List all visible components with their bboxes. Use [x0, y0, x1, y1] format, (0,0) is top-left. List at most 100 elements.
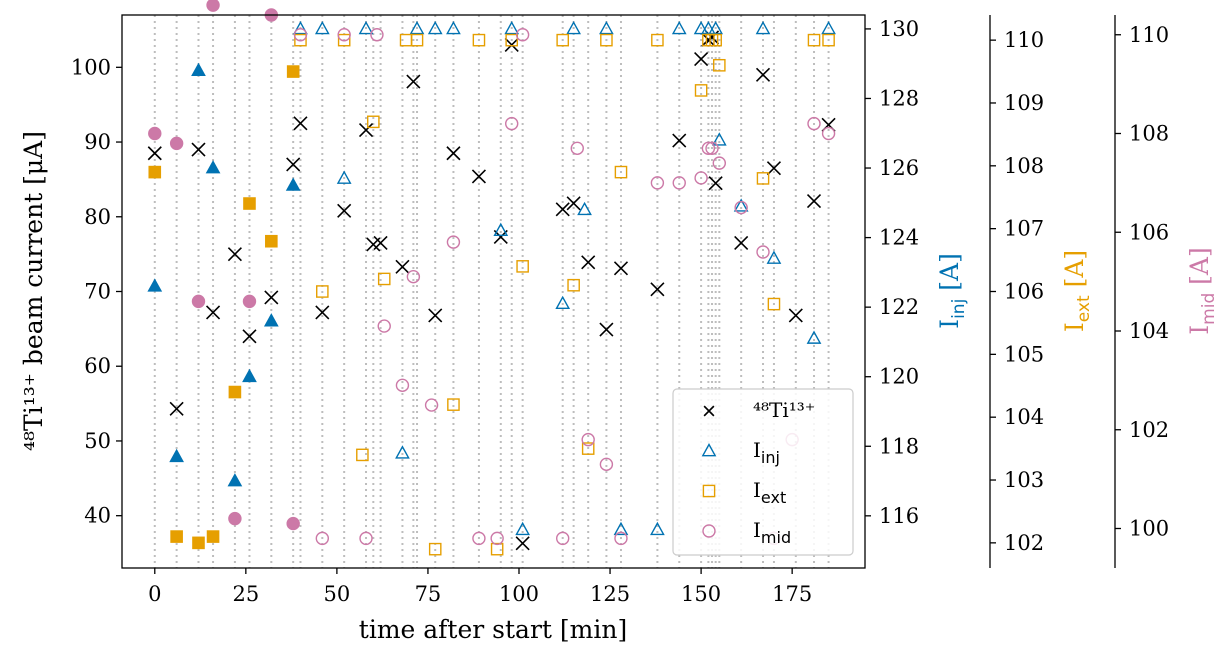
legend-inj-marker — [701, 443, 717, 457]
mid-data-point — [148, 126, 162, 141]
beam-data-point — [566, 196, 581, 211]
inj-data-point — [577, 201, 592, 216]
x-tick-label: 75 — [415, 582, 442, 606]
ext-data-point — [206, 530, 220, 543]
beam-data-point — [504, 37, 519, 52]
inj-data-point — [358, 20, 374, 35]
legend-box — [672, 388, 854, 556]
inj-data-point — [293, 20, 308, 35]
mid-data-point — [191, 294, 206, 309]
inj-data-point — [427, 20, 443, 35]
beam-data-point — [599, 322, 614, 337]
ext-data-point — [356, 448, 369, 462]
y-tick-label: 80 — [84, 205, 111, 229]
data-markers — [147, 0, 836, 556]
y-tick-label: 100 — [71, 55, 111, 79]
y-tick-label: 90 — [84, 130, 111, 154]
beam-data-point — [613, 261, 629, 276]
beam-data-point — [755, 67, 771, 82]
ext-data-point — [410, 33, 424, 47]
mid-tick-label: 110 — [1129, 23, 1169, 47]
ext-tick-label: 108 — [1004, 154, 1044, 178]
y-axis-label: ⁴⁸Ti¹³⁺ beam current [μA] — [19, 131, 48, 451]
legend-inj-label: Iinj — [753, 438, 780, 467]
inj-data-point — [693, 20, 709, 35]
beam-data-point — [358, 123, 374, 138]
ext-tick-label: 106 — [1004, 280, 1044, 304]
inj-data-point — [755, 20, 771, 35]
beam-data-point — [806, 194, 822, 209]
mid-data-point — [807, 116, 821, 131]
inj-data-point — [205, 160, 221, 174]
inj-data-point — [733, 198, 749, 212]
mid-data-point — [756, 245, 770, 259]
inj-tick-label: 118 — [879, 434, 919, 458]
x-tick-label: 150 — [681, 582, 721, 606]
inj-data-point — [650, 521, 665, 536]
ext-data-point — [756, 172, 770, 185]
ext-data-point — [192, 536, 205, 550]
ext-tick-label: 109 — [1004, 91, 1044, 115]
inj-data-point — [555, 295, 571, 310]
inj-data-point — [336, 170, 352, 184]
ext-data-point — [709, 33, 722, 47]
beam-data-point — [315, 305, 330, 320]
inj-data-point — [566, 20, 581, 35]
mid-data-point — [570, 141, 584, 156]
mid-data-point — [701, 141, 716, 156]
ext-data-point — [286, 65, 300, 78]
mid-tick-label: 102 — [1129, 418, 1169, 442]
beam-data-point — [293, 116, 308, 131]
ext-data-point — [556, 33, 570, 47]
mid-data-point — [650, 176, 665, 190]
inj-data-point — [242, 368, 257, 383]
beam-data-point — [264, 290, 279, 305]
x-axis-label: time after start [min] — [359, 615, 627, 644]
beam-data-point — [708, 176, 723, 191]
mid-data-point — [581, 432, 595, 447]
legend-mid-label: Imid — [753, 518, 791, 547]
ext-tick-label: 104 — [1004, 405, 1044, 429]
mid-data-point — [206, 0, 220, 12]
ext-tick-label: 105 — [1004, 342, 1044, 366]
mid-data-point — [377, 319, 391, 333]
ext-data-point — [472, 33, 486, 47]
legend-ext-label: Iext — [753, 478, 786, 507]
ext-data-point — [651, 33, 664, 47]
beam-data-point — [147, 146, 162, 161]
beam-data-point — [446, 146, 461, 161]
ext-data-point — [505, 33, 519, 47]
mid-data-point — [672, 176, 686, 190]
x-axis: 0 25 50 75 100 125 150 175 — [148, 568, 812, 606]
inj-data-point — [147, 278, 163, 292]
ext-data-point — [377, 272, 391, 286]
beam-data-point — [395, 259, 410, 274]
beam-data-point — [169, 401, 184, 416]
mid-data-point — [359, 531, 373, 546]
beam-data-point — [515, 536, 530, 551]
beam-data-point — [191, 142, 206, 157]
y-tick-label: 60 — [84, 354, 111, 378]
inj-data-point — [493, 222, 509, 237]
x-tick-label: 25 — [232, 582, 259, 606]
inj-data-point — [806, 330, 822, 344]
inj-data-point — [314, 20, 330, 35]
legend-ext-marker — [702, 484, 716, 498]
beam-data-point — [694, 52, 709, 67]
beam-data-point — [242, 329, 257, 344]
beam-data-point — [581, 255, 596, 270]
inj-tick-label: 128 — [879, 86, 919, 110]
mid-data-point — [515, 28, 530, 42]
legend: ⁴⁸Ti¹³⁺ Iinj Iext Imid — [672, 388, 854, 556]
mid-data-point — [370, 28, 384, 42]
mid-data-point — [169, 136, 184, 151]
secondary-axes: 116 118 120 122 124 126 128 130 Iinj [A] 102 103 10… — [865, 15, 1219, 568]
ext-data-point — [265, 234, 278, 248]
inj-tick-label: 124 — [879, 226, 919, 250]
inj-tick-label: 120 — [879, 365, 919, 389]
mid-data-point — [821, 126, 836, 141]
inj-data-point — [515, 521, 530, 536]
ext-tick-label: 107 — [1004, 217, 1044, 241]
beam-data-point — [428, 308, 443, 323]
